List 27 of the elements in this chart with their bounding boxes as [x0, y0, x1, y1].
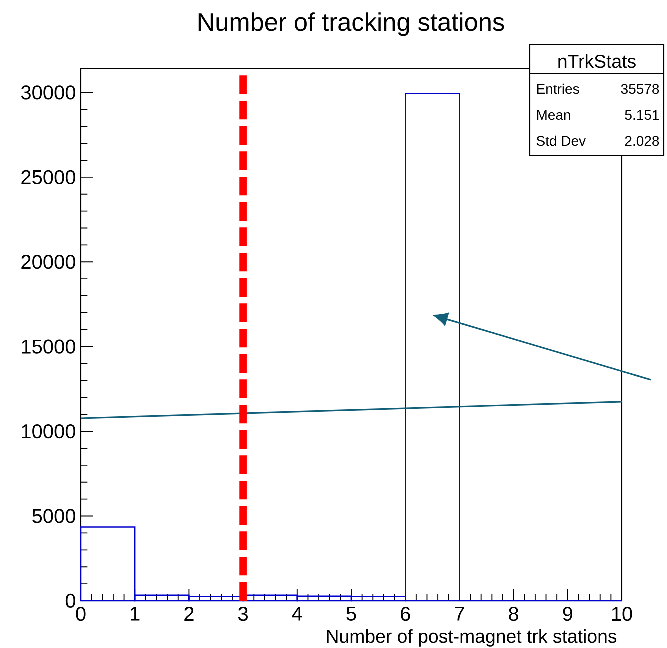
y-tick-label: 5000 — [32, 509, 76, 524]
chart-title: Number of tracking stations — [198, 12, 504, 36]
y-tick-label: 15000 — [22, 340, 76, 354]
x-tick-label: 10 — [612, 607, 632, 622]
y-tick-label: 25000 — [22, 170, 76, 184]
x-axis-title: Number of post-magnet trk stations — [327, 629, 617, 647]
x-tick-label: 7 — [455, 607, 464, 621]
annotation: 35578 — [621, 84, 660, 94]
x-tick-label: 3 — [238, 607, 248, 622]
text: 5.151 — [625, 110, 660, 120]
x-tick-label: 0 — [76, 607, 86, 622]
y-tick-label: 20000 — [22, 255, 76, 270]
annotation: Std Dev — [536, 136, 586, 146]
y-tick-label: 10000 — [22, 424, 76, 439]
y-tick-label: 30000 — [21, 86, 76, 100]
x-tick-label: 2 — [184, 607, 194, 621]
x-tick-label: 4 — [292, 607, 302, 621]
x-tick-label: 8 — [509, 607, 518, 622]
annotation: Mean — [537, 110, 570, 120]
annotation: Entries — [537, 84, 580, 94]
y-tick-label: 0 — [66, 594, 76, 608]
x-tick-label: 5 — [346, 607, 356, 621]
x-tick-label: 9 — [563, 607, 573, 622]
x-tick-label: 6 — [401, 607, 410, 622]
text: nTrkStats — [558, 54, 636, 68]
x-tick-label: 1 — [131, 607, 140, 621]
text: 2.028 — [625, 136, 660, 146]
